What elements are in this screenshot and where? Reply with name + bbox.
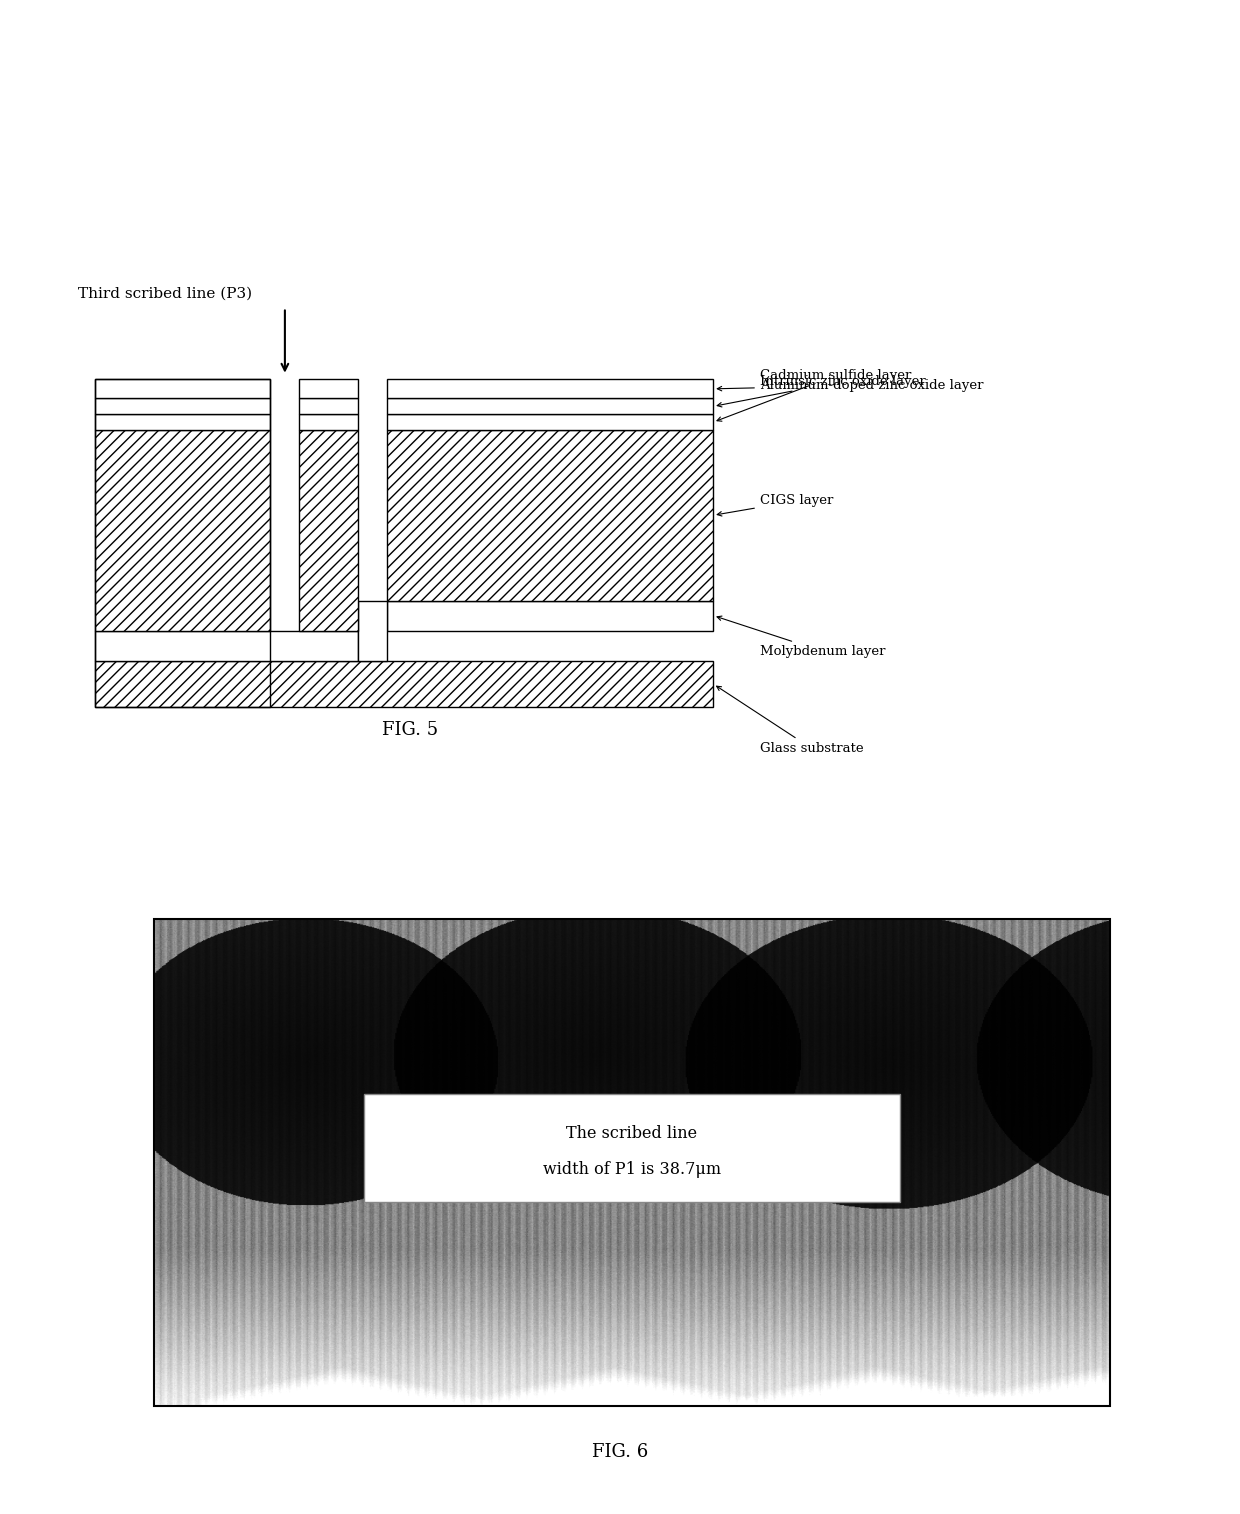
Text: Cadmium sulfide layer: Cadmium sulfide layer xyxy=(717,369,911,421)
Bar xyxy=(95,631,358,660)
Bar xyxy=(95,378,270,707)
Text: FIG. 5: FIG. 5 xyxy=(382,722,438,739)
Bar xyxy=(95,430,270,631)
Bar xyxy=(363,1095,900,1202)
Text: Third scribed line (P3): Third scribed line (P3) xyxy=(78,286,252,300)
Text: Intrinsic zinc oxide layer: Intrinsic zinc oxide layer xyxy=(717,375,925,407)
Text: Glass substrate: Glass substrate xyxy=(717,686,863,755)
Bar xyxy=(300,430,358,631)
Bar xyxy=(387,398,713,415)
Bar xyxy=(95,415,270,430)
Text: FIG. 6: FIG. 6 xyxy=(591,1443,649,1461)
Text: CIGS layer: CIGS layer xyxy=(717,495,833,516)
Bar xyxy=(387,415,713,430)
Text: width of P1 is 38.7μm: width of P1 is 38.7μm xyxy=(543,1161,720,1178)
Bar xyxy=(300,378,358,398)
Bar xyxy=(95,660,713,707)
Bar xyxy=(358,601,387,660)
Bar xyxy=(387,430,713,601)
Bar xyxy=(95,378,270,398)
Text: Molybdenum layer: Molybdenum layer xyxy=(717,616,885,659)
Text: The scribed line: The scribed line xyxy=(567,1125,697,1142)
Bar xyxy=(154,919,1110,1405)
Bar xyxy=(387,601,713,631)
Bar xyxy=(387,378,713,398)
Text: Aluminum-doped zinc oxide layer: Aluminum-doped zinc oxide layer xyxy=(717,378,983,392)
Bar xyxy=(300,415,358,430)
Bar xyxy=(300,398,358,415)
Bar xyxy=(95,398,270,415)
